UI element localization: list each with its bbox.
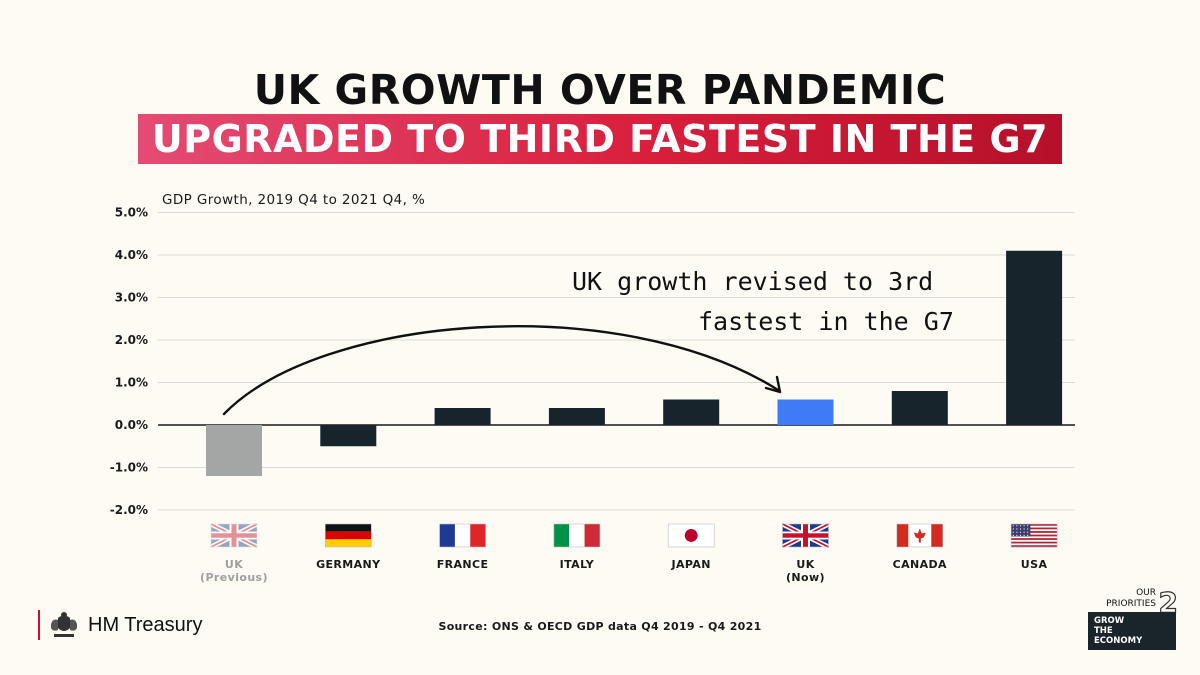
bar-usa [1006, 250, 1063, 425]
priorities-heading: OUR PRIORITIES [1106, 588, 1156, 610]
category-label: JAPAN [671, 558, 711, 571]
bar-germany [320, 425, 377, 447]
logo-text: HM Treasury [88, 613, 203, 636]
title-line-2: UPGRADED TO THIRD FASTEST IN THE G7 [151, 117, 1049, 161]
category-label: USA [1021, 558, 1048, 571]
category-sublabel: (Now) [786, 571, 825, 584]
gdp-growth-chart: GDP Growth, 2019 Q4 to 2021 Q4, % 5.0% 4.0… [110, 192, 1075, 584]
royal-crest-icon [51, 612, 77, 637]
bar-canada [891, 391, 948, 425]
hm-treasury-logo: HM Treasury [38, 610, 202, 640]
category-sublabel: (Previous) [200, 571, 268, 584]
priorities-number: 2 [1158, 585, 1179, 619]
canada-flag-icon [896, 523, 944, 548]
annotation-line-1: UK growth revised to 3rd [572, 267, 933, 296]
category-label: CANADA [893, 558, 947, 571]
priorities-box-line-2: THE [1094, 626, 1113, 636]
y-tick-label: 5.0% [115, 206, 148, 220]
title-line-1: UK GROWTH OVER PANDEMIC [253, 66, 947, 114]
y-tick-label: 3.0% [115, 291, 148, 305]
annotation-arrowhead [764, 375, 782, 394]
france-flag-icon [439, 523, 486, 548]
title-banner: UPGRADED TO THIRD FASTEST IN THE G7 [138, 114, 1062, 164]
category-label: GERMANY [316, 558, 381, 571]
our-priorities-badge: OUR PRIORITIES 2 GROW THE ECONOMY [1088, 585, 1180, 650]
category-label: ITALY [560, 558, 595, 571]
y-tick-label: 0.0% [115, 418, 148, 432]
bar-france [434, 408, 491, 425]
priorities-heading-line-1: OUR [1136, 588, 1156, 598]
category-label: FRANCE [437, 558, 489, 571]
category-label: UK [796, 558, 814, 571]
y-tick-label: 1.0% [115, 376, 148, 390]
annotation-arrow [222, 325, 780, 416]
y-tick-label: -2.0% [110, 503, 148, 517]
italy-flag-icon [553, 523, 601, 548]
bar-uk-previous [206, 425, 262, 476]
uk-flag-icon [781, 521, 830, 550]
priorities-heading-line-2: PRIORITIES [1106, 599, 1156, 609]
bar-japan [663, 399, 720, 425]
usa-flag-icon [1010, 523, 1058, 548]
priorities-box-line-1: GROW [1094, 616, 1125, 626]
bar-uk-now [777, 399, 834, 425]
y-axis-title: GDP Growth, 2019 Q4 to 2021 Q4, % [162, 192, 425, 208]
bar-italy [548, 408, 605, 425]
y-tick-label: 2.0% [115, 333, 148, 347]
annotation-line-2: fastest in the G7 [698, 307, 954, 336]
priorities-box: GROW THE ECONOMY [1088, 612, 1176, 650]
japan-flag-icon [667, 523, 715, 548]
y-tick-label: 4.0% [115, 248, 148, 262]
uk-flag-icon [209, 521, 259, 550]
y-tick-label: -1.0% [110, 461, 148, 475]
source-note: Source: ONS & OECD GDP data Q4 2019 - Q4… [438, 620, 762, 633]
priorities-box-line-3: ECONOMY [1094, 636, 1143, 646]
logo-divider [38, 610, 40, 640]
germany-flag-icon [324, 523, 372, 548]
category-label: UK [225, 558, 243, 571]
